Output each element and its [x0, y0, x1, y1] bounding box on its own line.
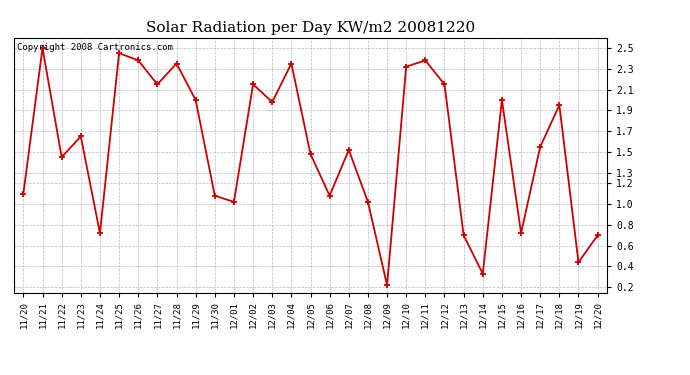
Title: Solar Radiation per Day KW/m2 20081220: Solar Radiation per Day KW/m2 20081220 [146, 21, 475, 35]
Text: Copyright 2008 Cartronics.com: Copyright 2008 Cartronics.com [17, 43, 172, 52]
